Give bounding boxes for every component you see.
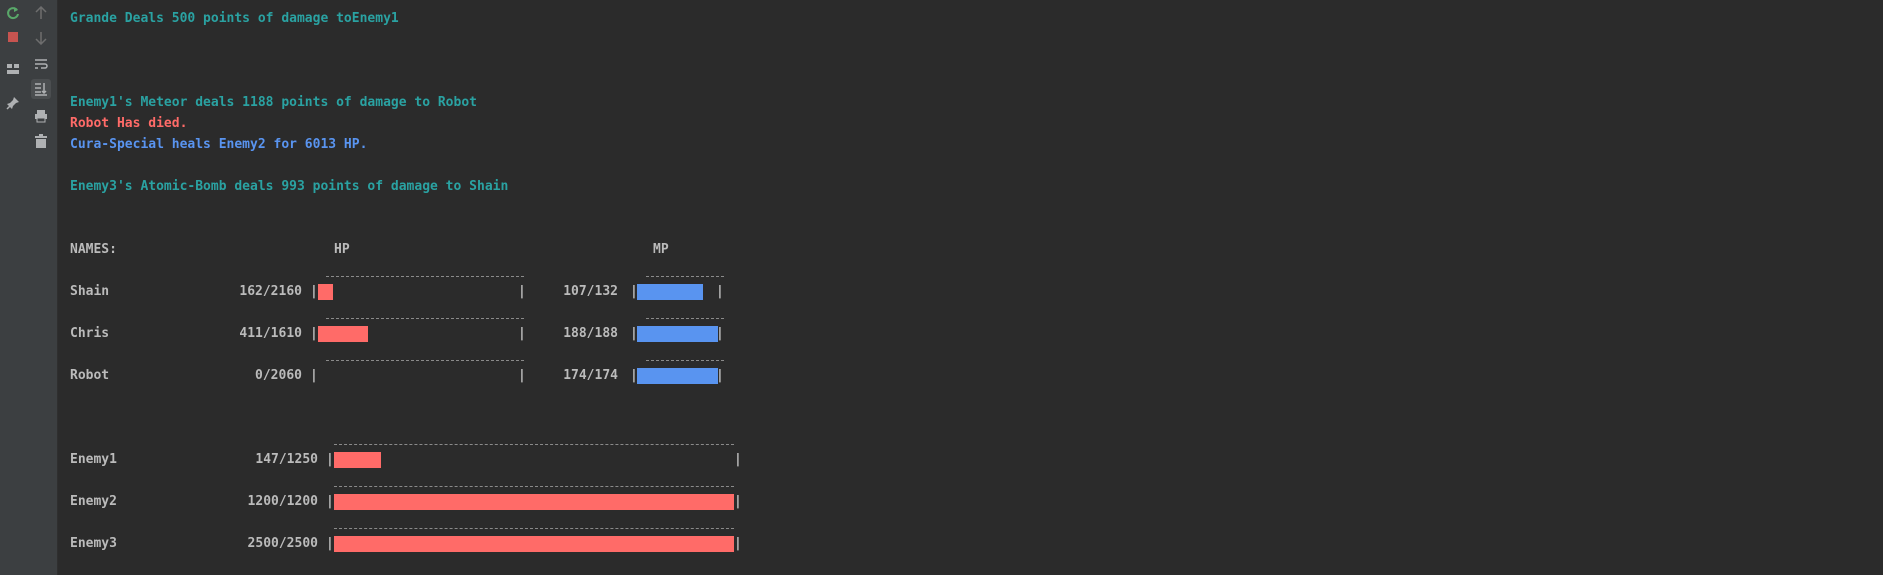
- mp-bar-left-edge: |: [630, 368, 638, 383]
- mp-bar-left-edge: |: [630, 326, 638, 341]
- mp-bar-right-edge: |: [716, 284, 724, 299]
- party-mp-value: 174/174: [563, 368, 618, 383]
- hp-bar-left-edge: |: [326, 452, 334, 467]
- hp-bar-top-border: [326, 276, 524, 277]
- mp-bar-right-edge: |: [716, 326, 724, 341]
- pin-icon[interactable]: [3, 93, 23, 113]
- log-line-heal: Cura-Special heals Enemy2 for 6013 HP.: [70, 137, 368, 152]
- hp-bar-top-border: [334, 444, 734, 445]
- mp-bar-right-edge: |: [716, 368, 724, 383]
- hp-bar-left-edge: |: [310, 326, 318, 341]
- hp-bar-left-edge: |: [326, 536, 334, 551]
- enemy-hp-value: 147/1250: [255, 452, 318, 467]
- hp-bar-top-border: [326, 360, 524, 361]
- hp-bar-right-edge: |: [518, 368, 526, 383]
- up-arrow-icon[interactable]: [31, 3, 51, 23]
- mp-bar-top-border: [646, 276, 724, 277]
- enemy-hp-value: 1200/1200: [247, 494, 318, 509]
- hp-bar-right-edge: |: [734, 452, 742, 467]
- hp-bar-left-edge: |: [310, 284, 318, 299]
- hp-bar-top-border: [334, 528, 734, 529]
- hp-bar-top-border: [326, 318, 524, 319]
- hp-bar-left-edge: |: [326, 494, 334, 509]
- down-arrow-icon[interactable]: [31, 28, 51, 48]
- party-hp-value: 411/1610: [239, 326, 302, 341]
- layout-icon[interactable]: [3, 59, 23, 79]
- party-name: Chris: [70, 326, 110, 341]
- party-name: Robot: [70, 368, 110, 383]
- run-toolbar: [0, 0, 27, 575]
- enemy-name: Enemy3: [70, 536, 117, 551]
- log-line-death: Robot Has died.: [70, 116, 188, 131]
- print-icon[interactable]: [31, 106, 51, 126]
- log-line: Grande Deals 500 points of damage toEnem…: [70, 11, 399, 26]
- trash-icon[interactable]: [31, 131, 51, 151]
- hp-bar-left-edge: |: [310, 368, 318, 383]
- party-mp-value: 188/188: [563, 326, 618, 341]
- mp-bar-top-border: [646, 318, 724, 319]
- hp-bar-right-edge: |: [734, 536, 742, 551]
- scroll-to-end-icon[interactable]: [31, 79, 51, 99]
- mp-header: MP: [653, 242, 669, 257]
- hp-bar-fill: [334, 536, 734, 552]
- soft-wrap-icon[interactable]: [31, 54, 51, 74]
- log-line: Enemy3's Atomic-Bomb deals 993 points of…: [70, 179, 509, 194]
- log-line: Enemy1's Meteor deals 1188 points of dam…: [70, 95, 477, 110]
- hp-bar-fill: [334, 452, 382, 468]
- mp-bar-top-border: [646, 360, 724, 361]
- party-hp-value: 162/2160: [239, 284, 302, 299]
- party-hp-value: 0/2060: [255, 368, 302, 383]
- hp-bar-right-edge: |: [518, 326, 526, 341]
- mp-bar-left-edge: |: [630, 284, 638, 299]
- hp-bar-top-border: [334, 486, 734, 487]
- rerun-icon[interactable]: [3, 3, 23, 23]
- hp-bar-right-edge: |: [518, 284, 526, 299]
- hp-bar-fill: [334, 494, 734, 510]
- console-output: Grande Deals 500 points of damage toEnem…: [58, 0, 1868, 575]
- hp-header: HP: [334, 242, 350, 257]
- party-name: Shain: [70, 284, 110, 299]
- stop-icon[interactable]: [3, 27, 23, 47]
- party-mp-value: 107/132: [563, 284, 618, 299]
- hp-bar-fill: [318, 326, 369, 342]
- hp-bar-fill: [318, 284, 333, 300]
- enemy-name: Enemy2: [70, 494, 117, 509]
- mp-bar-fill: [637, 284, 703, 300]
- console-toolbar: [26, 0, 58, 575]
- enemy-name: Enemy1: [70, 452, 117, 467]
- names-header: NAMES:: [70, 242, 117, 257]
- hp-bar-right-edge: |: [734, 494, 742, 509]
- mp-bar-fill: [637, 368, 718, 384]
- mp-bar-fill: [637, 326, 718, 342]
- enemy-hp-value: 2500/2500: [247, 536, 318, 551]
